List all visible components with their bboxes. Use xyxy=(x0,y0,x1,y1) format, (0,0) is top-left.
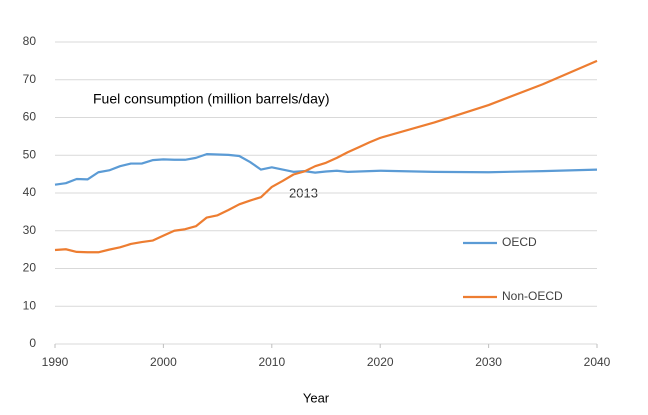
x-tick-label: 1990 xyxy=(42,355,69,369)
legend-label: Non-OECD xyxy=(502,289,563,303)
y-tick-label: 10 xyxy=(23,298,37,312)
x-tick-label: 2020 xyxy=(367,355,394,369)
x-tick-label: 2040 xyxy=(584,355,611,369)
x-tick-label: 2030 xyxy=(475,355,502,369)
data-line xyxy=(54,153,598,186)
y-tick-label: 0 xyxy=(29,336,36,350)
x-axis-label: Year xyxy=(303,390,330,405)
data-line xyxy=(54,59,598,254)
x-tick-label: 2010 xyxy=(258,355,285,369)
y-tick-label: 60 xyxy=(23,110,37,124)
y-tick-label: 30 xyxy=(23,223,37,237)
y-tick-label: 80 xyxy=(23,34,37,48)
y-tick-label: 20 xyxy=(23,261,37,275)
y-tick-label: 70 xyxy=(23,72,37,86)
y-tick-label: 40 xyxy=(23,185,37,199)
y-tick-label: 50 xyxy=(23,147,37,161)
legend-label: OECD xyxy=(502,235,537,249)
annotation: Fuel consumption (million barrels/day) xyxy=(93,91,330,107)
x-tick-label: 2000 xyxy=(150,355,177,369)
